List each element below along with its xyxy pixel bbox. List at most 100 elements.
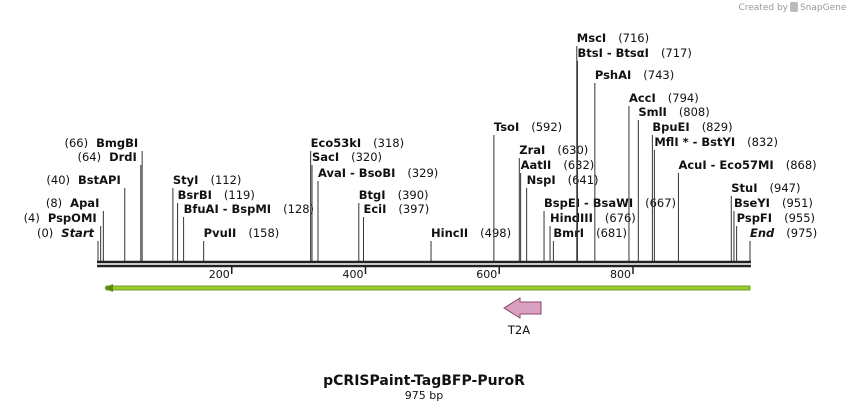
enzyme-position: (829) <box>702 120 733 134</box>
enzyme-position: (119) <box>224 188 255 202</box>
tick-label: 200 <box>209 268 230 281</box>
t2a-arrow <box>503 297 542 319</box>
logo <box>790 2 798 12</box>
tick-label: 400 <box>342 268 363 281</box>
enzyme-label: EciI (397) <box>363 202 429 216</box>
enzyme-name: SmlI <box>638 105 667 119</box>
enzyme-label: BtsI - BtsαI (717) <box>577 46 691 60</box>
enzyme-label: SmlI (808) <box>638 105 709 119</box>
enzyme-label: End (975) <box>750 226 817 240</box>
enzyme-name: StuI <box>731 181 757 195</box>
enzyme-name: BstAPI <box>78 173 121 187</box>
enzyme-name: ApaI <box>70 196 99 210</box>
enzyme-name: PshAI <box>595 68 631 82</box>
enzyme-name: BtgI <box>359 188 386 202</box>
enzyme-position: (868) <box>786 158 817 172</box>
enzyme-label: BsrBI (119) <box>178 188 255 202</box>
enzyme-position: (808) <box>679 105 710 119</box>
enzyme-label: BseYI (951) <box>734 196 813 210</box>
enzyme-label: (8) ApaI <box>46 196 99 210</box>
enzyme-position: (716) <box>618 31 649 45</box>
enzyme-position: (630) <box>557 143 588 157</box>
enzyme-position: (8) <box>46 196 62 210</box>
enzyme-name: BspEI - BsaWI <box>544 196 633 210</box>
enzyme-name: Start <box>61 226 94 240</box>
enzyme-label: HincII (498) <box>431 226 511 240</box>
enzyme-name: AccI <box>629 91 656 105</box>
enzyme-label: ZraI (630) <box>519 143 588 157</box>
enzyme-label: BfuAI - BspMI (128) <box>184 202 314 216</box>
enzyme-name: AvaI - BsoBI <box>318 166 395 180</box>
enzyme-position: (955) <box>784 211 815 225</box>
enzyme-label: AccI (794) <box>629 91 699 105</box>
enzyme-label: TsoI (592) <box>494 120 562 134</box>
enzyme-name: AatII <box>521 158 552 172</box>
length: 975 bp <box>405 389 443 402</box>
feature-arrowhead <box>104 284 113 292</box>
feature-arrow <box>105 285 751 291</box>
enzyme-label: PshAI (743) <box>595 68 674 82</box>
enzyme-position: (397) <box>398 202 429 216</box>
enzyme-name: BmrI <box>553 226 584 240</box>
enzyme-name: BpuEI <box>652 120 689 134</box>
enzyme-position: (0) <box>37 226 53 240</box>
enzyme-label: PvuII (158) <box>204 226 280 240</box>
enzyme-position: (794) <box>668 91 699 105</box>
enzyme-name: StyI <box>173 173 199 187</box>
enzyme-name: PspOMI <box>48 211 97 225</box>
enzyme-label: AcuI - Eco57MI (868) <box>678 158 816 172</box>
enzyme-name: BfuAI - BspMI <box>184 202 271 216</box>
enzyme-name: PvuII <box>204 226 237 240</box>
enzyme-name: PspFI <box>737 211 772 225</box>
enzyme-position: (717) <box>661 46 692 60</box>
enzyme-label: (64) DrdI <box>77 150 136 164</box>
enzyme-name: HincII <box>431 226 468 240</box>
enzyme-position: (743) <box>643 68 674 82</box>
enzyme-name: EciI <box>363 202 386 216</box>
enzyme-label: HindIII (676) <box>550 211 636 225</box>
enzyme-label: (4) PspOMI <box>24 211 97 225</box>
enzyme-label: (66) BmgBI <box>64 136 138 150</box>
enzyme-name: AcuI - Eco57MI <box>678 158 773 172</box>
enzyme-position: (158) <box>248 226 279 240</box>
enzyme-label: AatII (632) <box>521 158 595 172</box>
enzyme-label: AvaI - BsoBI (329) <box>318 166 438 180</box>
enzyme-name: NspI <box>527 173 556 187</box>
enzyme-name: HindIII <box>550 211 593 225</box>
enzyme-position: (592) <box>531 120 562 134</box>
enzyme-name: BseYI <box>734 196 770 210</box>
enzyme-label: (40) BstAPI <box>46 173 120 187</box>
tick-label: 800 <box>610 268 631 281</box>
enzyme-name: End <box>750 226 775 240</box>
credit: Created by <box>738 3 788 13</box>
enzyme-label: BpuEI (829) <box>652 120 732 134</box>
title: pCRISPaint-TagBFP-PuroR <box>323 373 525 389</box>
enzyme-position: (128) <box>283 202 314 216</box>
enzyme-name: BtsI - BtsαI <box>577 46 648 60</box>
enzyme-position: (975) <box>786 226 817 240</box>
enzyme-name: Eco53kI <box>311 136 362 150</box>
enzyme-position: (832) <box>747 135 778 149</box>
enzyme-name: DrdI <box>109 150 137 164</box>
enzyme-label: MflI * - BstYI (832) <box>654 135 778 149</box>
enzyme-label: SacI (320) <box>312 150 382 164</box>
brand: SnapGene <box>800 3 847 13</box>
enzyme-label: BtgI (390) <box>359 188 429 202</box>
enzyme-position: (641) <box>568 173 599 187</box>
enzyme-position: (4) <box>24 211 40 225</box>
enzyme-position: (112) <box>210 173 241 187</box>
enzyme-position: (329) <box>407 166 438 180</box>
enzyme-position: (498) <box>480 226 511 240</box>
enzyme-position: (681) <box>596 226 627 240</box>
enzyme-position: (318) <box>373 136 404 150</box>
enzyme-name: BmgBI <box>96 136 138 150</box>
enzyme-position: (64) <box>77 150 101 164</box>
enzyme-name: TsoI <box>494 120 519 134</box>
enzyme-label: StyI (112) <box>173 173 242 187</box>
enzyme-position: (66) <box>64 136 88 150</box>
enzyme-label: NspI (641) <box>527 173 599 187</box>
enzyme-position: (667) <box>645 196 676 210</box>
enzyme-label: PspFI (955) <box>737 211 815 225</box>
enzyme-label: BspEI - BsaWI (667) <box>544 196 676 210</box>
enzyme-name: SacI <box>312 150 339 164</box>
